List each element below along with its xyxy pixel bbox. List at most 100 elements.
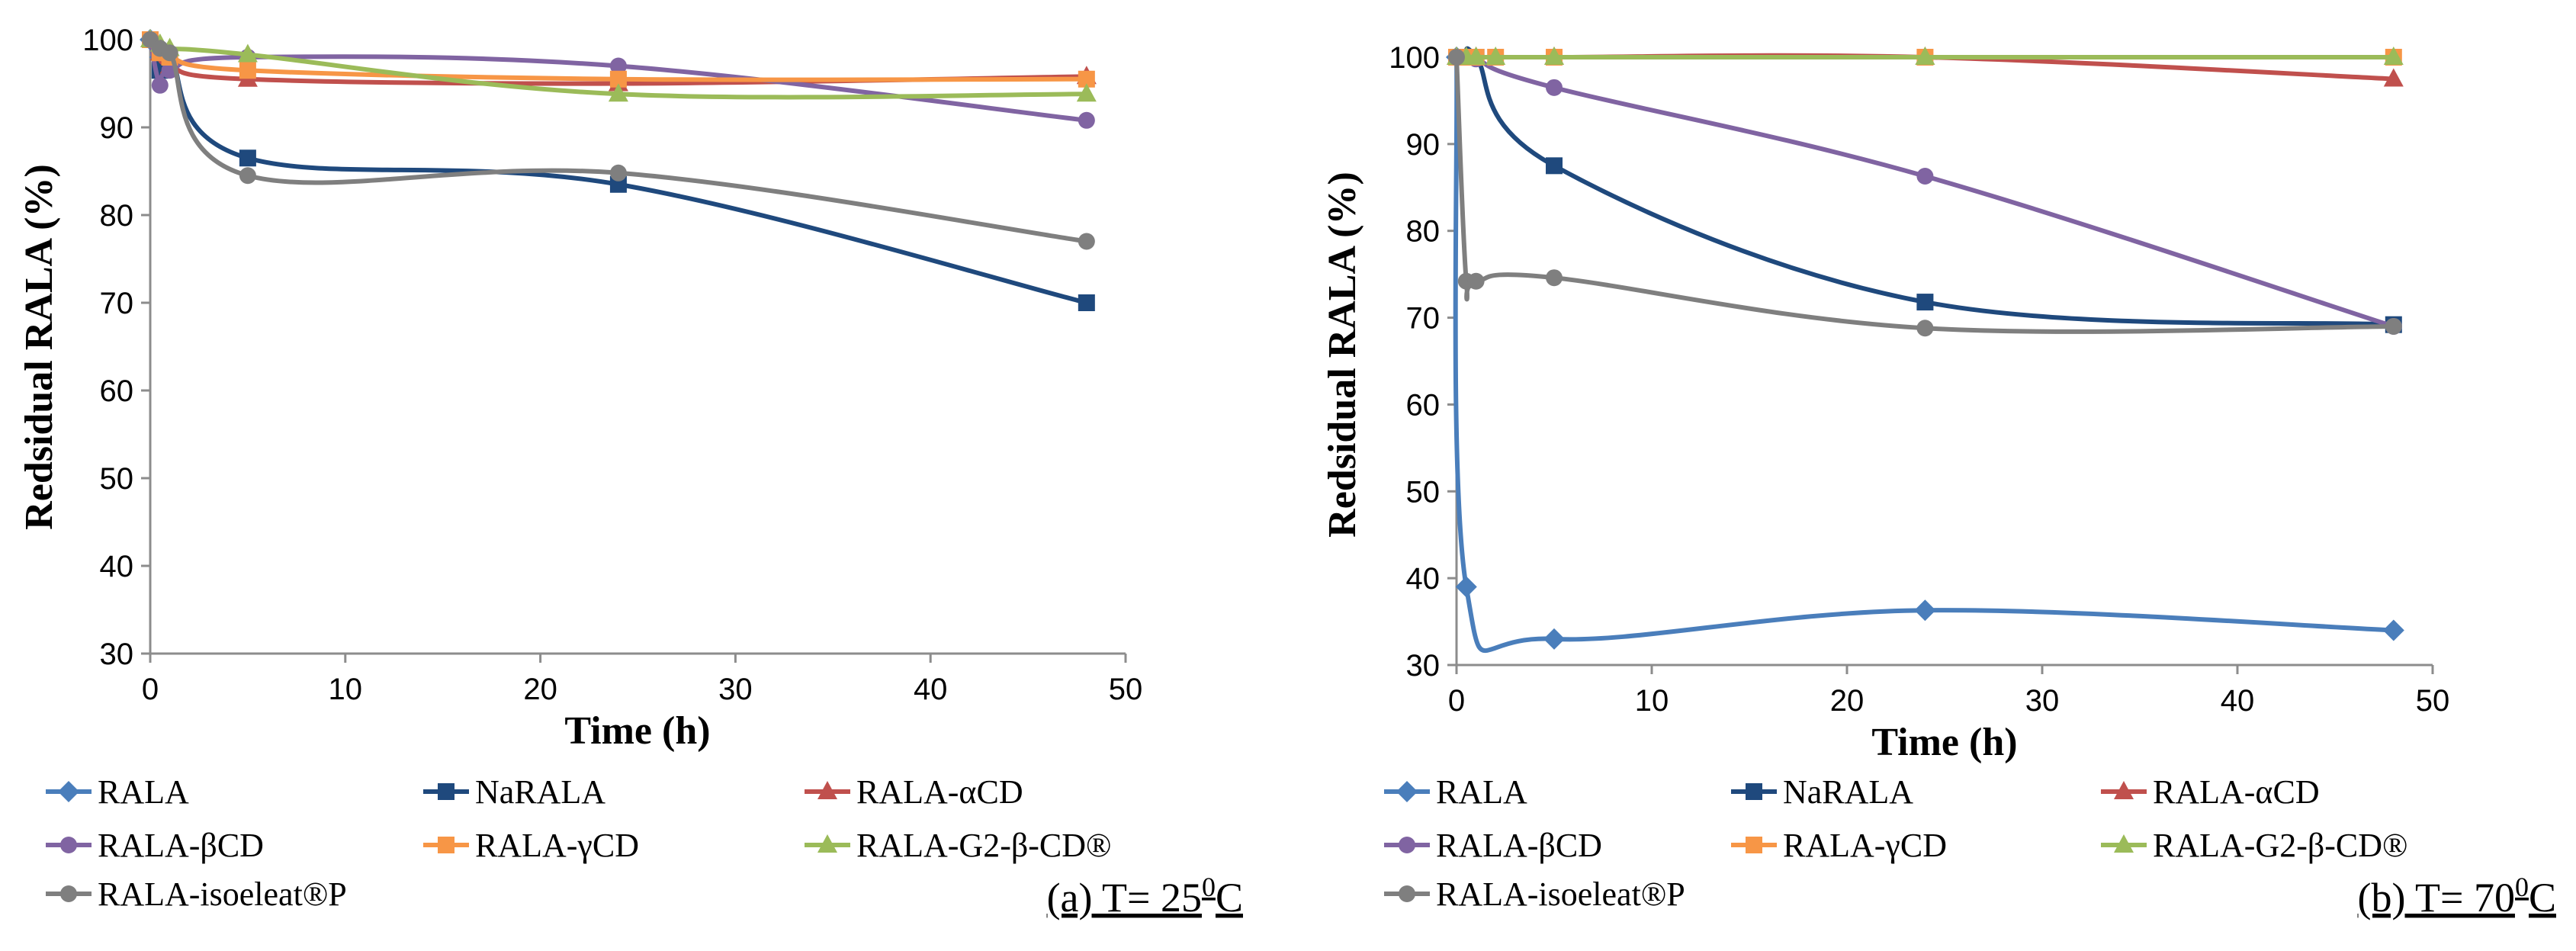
x-axis-title: Time (h) (1871, 721, 2017, 764)
legend-label: RALA-γCD (475, 827, 639, 864)
x-tick-label: 30 (2025, 684, 2060, 718)
point-rala-isoeleat-p-marker-0 (1448, 49, 1465, 66)
legend-marker-rala-cd-marker-0 (438, 837, 454, 853)
legend-item-rala-g2-cd: RALA-G2-β-CD® (2101, 827, 2407, 864)
legend-label: RALA (1436, 773, 1527, 811)
legend-marker-rala-g2-cd-marker-0 (817, 834, 837, 853)
y-tick-label: 40 (1406, 562, 1441, 596)
point-narala-marker-4 (1916, 294, 1934, 311)
y-tick-label: 100 (82, 24, 133, 57)
legend-item-rala-cd: RALA-βCD (1384, 827, 1602, 864)
x-tick-label: 10 (329, 673, 363, 706)
point-narala-marker-5 (1078, 294, 1095, 311)
legend-label: RALA (98, 773, 189, 811)
series-rala-cd (1448, 49, 2402, 335)
y-tick-label: 50 (100, 462, 134, 496)
point-rala-marker-3 (1914, 599, 1936, 622)
series-rala-isoeleat-p (142, 31, 1095, 250)
legend-item-rala-isoeleat-p: RALA-isoeleat®P (1384, 875, 1685, 913)
y-tick-label: 50 (1406, 475, 1441, 509)
x-tick-label: 20 (1830, 684, 1865, 718)
series-rala-g2-cd (1447, 47, 2404, 65)
legend-item-narala: NaRALA (1731, 773, 1913, 811)
x-tick-label: 10 (1635, 684, 1669, 718)
y-tick-label: 60 (1406, 388, 1441, 422)
x-tick-label: 0 (1448, 684, 1465, 718)
x-tick-label: 40 (2221, 684, 2255, 718)
legend-marker-rala-cd-marker-0 (60, 837, 77, 853)
point-rala-g2-cd-marker-3 (237, 43, 258, 63)
legend-item-rala: RALA (1384, 773, 1527, 811)
y-tick-label: 70 (1406, 302, 1441, 336)
point-rala-isoeleat-p-marker-2 (161, 44, 178, 62)
y-tick-label: 90 (100, 111, 134, 145)
point-rala-cd-marker-4 (609, 70, 627, 88)
point-rala-marker-2 (1543, 628, 1565, 650)
legend-marker-narala-marker-0 (438, 783, 454, 800)
legend-marker-rala-cd-marker-0 (2114, 781, 2134, 799)
series-line-rala (1453, 55, 2396, 654)
y-tick-label: 80 (1406, 215, 1441, 249)
panel-caption: (a) T= 250C (1047, 872, 1243, 920)
point-rala-g2-cd-marker-6 (2383, 47, 2404, 65)
legend-label: RALA-αCD (2153, 773, 2320, 811)
point-narala-marker-3 (1546, 157, 1563, 175)
point-rala-g2-cd-marker-2 (1466, 47, 1486, 65)
chart-panel-25c: 30 40 50 60 70 80 90 100 0 10 20 30 40 50 Time (h) Reds… (18, 24, 1243, 920)
legend-label: RALA-βCD (98, 827, 264, 864)
legend-label: RALA-G2-β-CD® (2153, 827, 2407, 864)
point-narala-marker-3 (239, 149, 256, 167)
chart-panel-70c: 30 40 50 60 70 80 90 100 0 10 20 30 40 50 Time (h) Reds… (1321, 41, 2556, 920)
legend-label: RALA-isoeleat®P (98, 875, 347, 913)
x-tick-label: 50 (1109, 673, 1143, 706)
legend-label: RALA-βCD (1436, 827, 1602, 864)
x-tick-label: 40 (914, 673, 948, 706)
point-rala-cd-marker-5 (1078, 111, 1095, 129)
legend-item-rala-cd: RALA-αCD (2101, 773, 2320, 811)
y-tick-label: 60 (100, 374, 134, 408)
point-rala-cd-marker-1 (151, 76, 169, 94)
panel-caption: (b) T= 700C (2358, 872, 2556, 920)
point-rala-g2-cd-marker-5 (1076, 83, 1097, 102)
point-rala-g2-cd-marker-4 (608, 83, 628, 102)
y-tick-label: 100 (1389, 41, 1440, 75)
legend-item-narala: NaRALA (423, 773, 605, 811)
point-rala-g2-cd-marker-4 (1544, 47, 1564, 65)
legend-label: RALA-αCD (856, 773, 1023, 811)
legend-marker-rala-cd-marker-0 (1746, 837, 1762, 853)
point-rala-isoeleat-p-marker-4 (1916, 320, 1934, 337)
legend-item-rala-cd: RALA-βCD (46, 827, 264, 864)
legend-marker-rala-g2-cd-marker-0 (2114, 834, 2134, 853)
y-axis-title: Redsidual RALA (%) (18, 164, 61, 530)
legend-marker-rala-marker-0 (1396, 781, 1418, 802)
y-axis-title: Redsidual RALA (%) (1321, 172, 1364, 538)
point-rala-isoeleat-p-marker-3 (239, 167, 256, 185)
legend-item-rala-cd: RALA-αCD (805, 773, 1023, 811)
point-rala-cd-marker-5 (1078, 70, 1095, 88)
y-tick-label: 70 (100, 287, 134, 320)
legend-marker-rala-cd-marker-0 (1399, 837, 1415, 853)
legend-label: RALA-G2-β-CD® (856, 827, 1111, 864)
legend-item-rala-g2-cd: RALA-G2-β-CD® (805, 827, 1111, 864)
point-rala-cd-marker-3 (239, 62, 256, 79)
x-axis-title: Time (h) (564, 709, 710, 753)
series-narala (1448, 46, 2402, 333)
x-tick-label: 30 (718, 673, 753, 706)
point-rala-marker-1 (1455, 576, 1477, 598)
point-rala-cd-marker-3 (1546, 79, 1563, 96)
point-rala-isoeleat-p-marker-5 (1078, 233, 1095, 250)
point-rala-isoeleat-p-marker-2 (1467, 272, 1485, 290)
point-rala-isoeleat-p-marker-5 (2385, 317, 2402, 335)
y-tick-label: 40 (100, 550, 134, 583)
point-rala-isoeleat-p-marker-4 (609, 164, 627, 182)
legend-label: RALA-γCD (1783, 827, 1947, 864)
legend-label: NaRALA (475, 773, 605, 811)
point-rala-g2-cd-marker-5 (1915, 47, 1935, 65)
y-tick-label: 80 (100, 199, 134, 233)
point-rala-g2-cd-marker-3 (1486, 47, 1506, 65)
legend-marker-rala-cd-marker-0 (817, 781, 837, 799)
legend-item-rala: RALA (46, 773, 189, 811)
legend-marker-rala-isoeleat-p-marker-0 (60, 885, 77, 902)
point-rala-marker-4 (2382, 619, 2404, 641)
